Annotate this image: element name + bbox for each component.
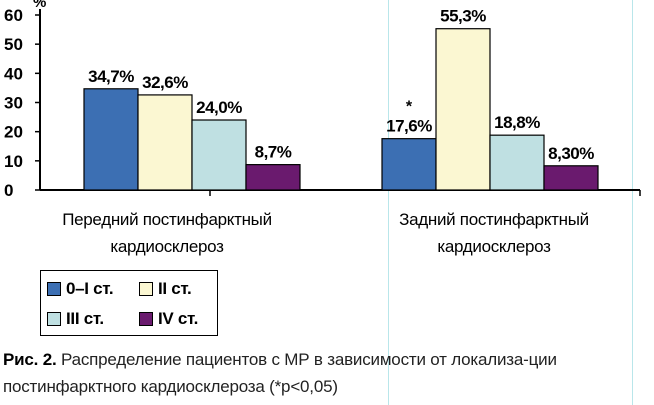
- bar-1-2: [489, 134, 545, 191]
- y-tick-label-20: 20: [4, 123, 23, 142]
- bar-label-0-3: 8,7%: [255, 143, 292, 162]
- category-label-0-1: кардиосклероз: [110, 237, 224, 256]
- figure-caption-text: Распределение пациентов с МР в зависимос…: [3, 350, 557, 396]
- y-tick-label-0: 0: [4, 181, 13, 200]
- legend-item-iii: III ст.: [47, 309, 104, 329]
- legend-item-ii: II ст.: [139, 279, 192, 299]
- significance-asterisk-0: *: [406, 99, 413, 116]
- figure-caption: Рис. 2. Распределение пациентов с МР в з…: [3, 346, 651, 400]
- bar-label-1-0: 17,6%: [386, 117, 432, 136]
- legend-item-0-i: 0–I ст.: [47, 279, 114, 299]
- legend-swatch-ii: [139, 282, 153, 296]
- y-tick-label-10: 10: [4, 152, 23, 171]
- bar-0-2: [191, 119, 247, 191]
- y-unit-label: %: [33, 0, 46, 11]
- y-tick-label-50: 50: [4, 35, 23, 54]
- legend-swatch-iv: [139, 312, 153, 326]
- legend-item-iv: IV ст.: [139, 309, 198, 329]
- bar-label-0-1: 32,6%: [142, 73, 188, 92]
- y-tick-label-40: 40: [4, 64, 23, 83]
- bar-0-0: [83, 88, 139, 191]
- legend: 0–I ст. II ст. III ст. IV ст.: [40, 270, 218, 336]
- legend-label-iv: IV ст.: [158, 309, 198, 328]
- y-tick-label-30: 30: [4, 94, 23, 113]
- bar-0-1: [137, 94, 193, 191]
- bar-label-1-3: 8,30%: [548, 144, 594, 163]
- bar-0-3: [245, 164, 301, 191]
- bar-label-1-2: 18,8%: [494, 113, 540, 132]
- legend-label-ii: II ст.: [158, 279, 192, 298]
- legend-label-iii: III ст.: [66, 309, 104, 328]
- legend-swatch-iii: [47, 312, 61, 326]
- category-label-0-0: Передний постинфарктный: [62, 210, 272, 229]
- y-tick-label-60: 60: [4, 6, 23, 25]
- bar-1-1: [435, 28, 491, 191]
- legend-swatch-0-i: [47, 282, 61, 296]
- bar-1-0: [381, 138, 437, 191]
- legend-label-0-i: 0–I ст.: [66, 279, 114, 298]
- bar-label-0-2: 24,0%: [196, 98, 242, 117]
- guide-line-left: [388, 0, 389, 405]
- figure-caption-prefix: Рис. 2.: [3, 350, 57, 369]
- bar-1-3: [543, 165, 599, 191]
- bar-label-0-0: 34,7%: [88, 67, 134, 86]
- category-label-1-1: кардиосклероз: [437, 237, 551, 256]
- bar-label-1-1: 55,3%: [440, 7, 486, 26]
- category-label-1-0: Задний постинфарктный: [399, 210, 589, 229]
- guide-line-right: [632, 0, 633, 405]
- bar-chart: 0 10 20 30 40 50 60% 34,7% 32,6% 24,0% 8,7% Передни…: [4, 0, 641, 256]
